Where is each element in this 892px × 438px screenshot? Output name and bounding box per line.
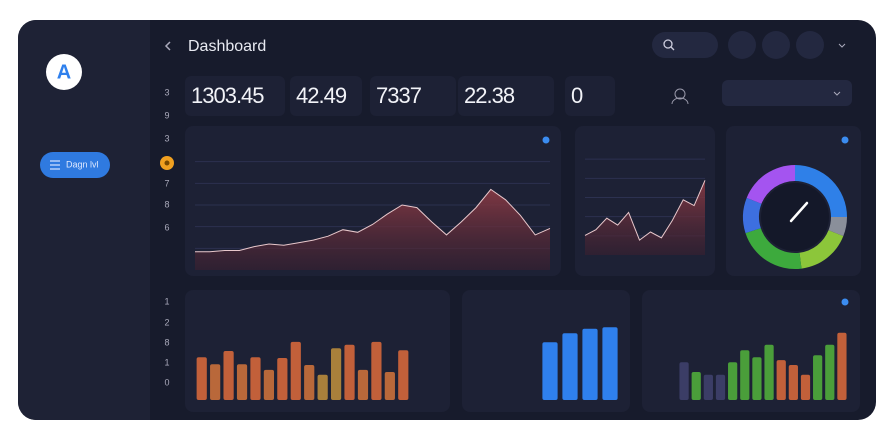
bar — [825, 344, 835, 400]
line — [584, 180, 706, 241]
bar — [740, 350, 750, 400]
bar — [582, 328, 598, 400]
area — [195, 189, 550, 270]
axis-number: 3 — [164, 87, 169, 97]
search-box[interactable] — [652, 32, 718, 58]
bar — [317, 374, 328, 400]
bar — [357, 369, 369, 400]
line — [195, 188, 551, 253]
donut-segment — [799, 230, 844, 269]
donut-segment — [795, 165, 847, 217]
donut-segment — [828, 217, 847, 237]
stat-value: 42.49 — [296, 83, 347, 108]
bar — [290, 341, 301, 400]
axis-number: 7 — [164, 178, 169, 188]
stat-value: 1303.45 — [191, 83, 264, 108]
bar — [837, 332, 847, 400]
bar — [691, 372, 701, 400]
gauge-needle — [789, 201, 809, 223]
donut-segment — [745, 228, 802, 270]
donut-segment — [746, 165, 795, 204]
page-title: Dashboard — [188, 38, 266, 55]
axis-number: 9 — [164, 110, 169, 120]
dropdown-icon[interactable] — [838, 43, 846, 48]
nav-button[interactable] — [40, 152, 110, 178]
bar — [776, 360, 786, 400]
indicator-dot — [542, 136, 550, 144]
header-button[interactable] — [728, 31, 756, 59]
select-box[interactable] — [722, 80, 852, 106]
bar — [788, 365, 798, 400]
bar — [277, 358, 288, 400]
area — [585, 180, 705, 255]
bar — [330, 348, 342, 400]
header-button[interactable] — [762, 31, 790, 59]
bar — [703, 374, 713, 400]
bar — [223, 351, 234, 400]
search-icon — [670, 46, 675, 51]
user-icon — [674, 88, 686, 100]
sidebar — [18, 20, 150, 420]
status-dot — [164, 160, 170, 166]
bar — [250, 357, 261, 400]
axis-number: 1 — [164, 296, 169, 306]
bar — [679, 362, 689, 400]
bar — [196, 357, 207, 400]
bar — [602, 327, 618, 400]
back-button[interactable] — [164, 41, 171, 51]
stat-card — [370, 76, 456, 116]
bar — [715, 374, 726, 400]
bar — [813, 355, 823, 400]
bar — [344, 344, 355, 400]
logo: A — [57, 61, 71, 83]
bar — [210, 364, 221, 400]
bar — [236, 364, 248, 400]
indicator-dot — [841, 298, 849, 306]
stat-card — [458, 76, 554, 116]
stat-value: 7337 — [376, 83, 422, 108]
axis-number: 2 — [164, 317, 169, 327]
indicator-dot — [841, 136, 849, 144]
menu-icon — [50, 160, 60, 170]
axis-number: 8 — [164, 337, 169, 347]
bar — [728, 362, 738, 400]
axis-number: 1 — [164, 357, 169, 367]
bar — [562, 333, 578, 400]
axis-number: 8 — [164, 199, 169, 209]
axis-number: 3 — [164, 133, 169, 143]
axis-number: 0 — [164, 377, 169, 387]
bar — [800, 374, 811, 400]
bar — [398, 350, 409, 400]
stat-value: 0 — [571, 83, 583, 108]
header-button[interactable] — [796, 31, 824, 59]
bar — [384, 372, 395, 400]
bar — [542, 342, 558, 400]
axis-number: 6 — [164, 222, 169, 232]
dropdown-icon — [833, 91, 841, 96]
stat-card — [565, 76, 615, 116]
bar — [764, 344, 774, 400]
user-icon — [671, 97, 689, 105]
bar — [371, 341, 382, 400]
stat-card — [185, 76, 285, 116]
bar — [263, 369, 275, 400]
stat-card — [290, 76, 362, 116]
logo-circle — [46, 54, 82, 90]
donut-segment — [742, 197, 762, 234]
nav-label[interactable]: Dagn lvl — [66, 159, 99, 169]
search-icon — [663, 39, 673, 49]
stat-value: 22.38 — [464, 83, 515, 108]
bar — [304, 365, 315, 400]
bar — [752, 357, 762, 400]
